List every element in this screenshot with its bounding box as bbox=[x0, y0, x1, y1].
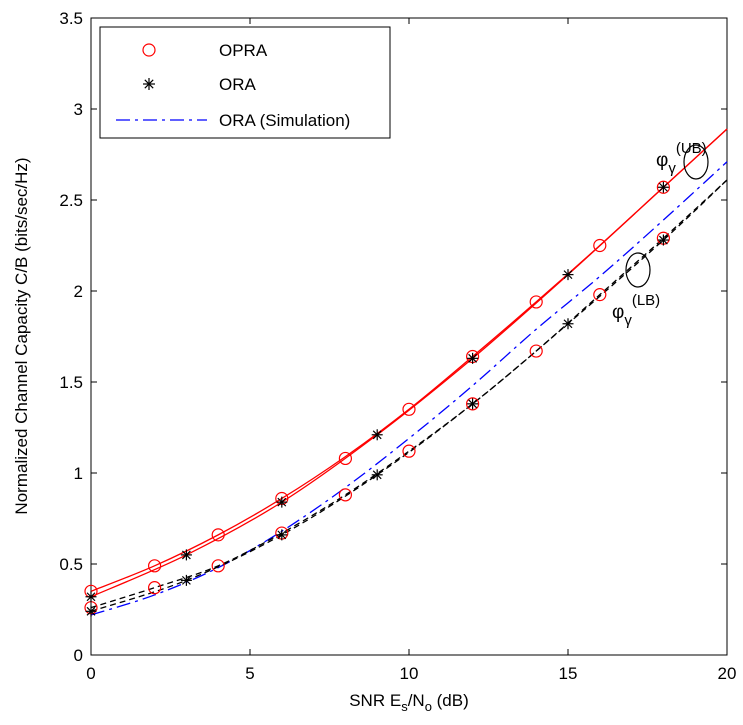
lower-bound-ellipse bbox=[625, 252, 651, 288]
ora-point bbox=[180, 549, 192, 561]
ora-point bbox=[467, 398, 479, 410]
ora-point bbox=[276, 529, 288, 541]
opra-point bbox=[529, 344, 543, 358]
series-line-1 bbox=[90, 128, 728, 598]
opra-point bbox=[148, 559, 162, 573]
opra-point bbox=[402, 444, 416, 458]
legend-ora-marker bbox=[143, 78, 155, 90]
y-tick-label: 2.5 bbox=[59, 191, 83, 210]
lower-bound-annotation: φγ(LB) bbox=[612, 252, 660, 329]
series-line-2 bbox=[90, 161, 728, 616]
y-tick-label: 3 bbox=[74, 100, 83, 119]
ora-point bbox=[180, 574, 192, 586]
series-line-3 bbox=[90, 179, 728, 609]
x-tick-label: 0 bbox=[86, 664, 95, 683]
opra-point bbox=[466, 397, 480, 411]
opra-point bbox=[211, 528, 225, 542]
markers-group bbox=[84, 180, 671, 617]
opra-point bbox=[656, 180, 671, 194]
opra-point bbox=[593, 238, 607, 253]
curves-group bbox=[90, 128, 728, 616]
y-tick-label: 1.5 bbox=[59, 373, 83, 392]
ora-point bbox=[467, 352, 479, 364]
legend-opra-marker bbox=[142, 43, 156, 57]
ora-point bbox=[657, 234, 669, 246]
ora-point bbox=[562, 269, 574, 281]
y-axis-label: Normalized Channel Capacity C/B (bits/se… bbox=[12, 157, 31, 514]
y-tick-label: 1 bbox=[74, 464, 83, 483]
legend-ora-label: ORA bbox=[219, 75, 257, 94]
ora-point bbox=[371, 429, 383, 441]
opra-point bbox=[338, 488, 352, 502]
legend-opra-label: OPRA bbox=[219, 41, 268, 60]
lower-bound-label: φγ(LB) bbox=[612, 292, 660, 329]
opra-point bbox=[148, 581, 162, 595]
ora-point bbox=[85, 605, 97, 617]
ora-point bbox=[657, 181, 669, 193]
opra-point bbox=[402, 402, 416, 416]
series-line-4 bbox=[90, 179, 728, 612]
y-tick-label: 3.5 bbox=[59, 9, 83, 28]
ora-point bbox=[85, 591, 97, 603]
opra-point bbox=[338, 451, 352, 466]
x-tick-label: 10 bbox=[400, 664, 419, 683]
y-tick-label: 0 bbox=[74, 646, 83, 665]
upper-bound-label: φγ(UB) bbox=[656, 140, 707, 177]
opra-point bbox=[593, 288, 607, 302]
axis-ticks: 0 5 10 15 20 0 0.5 1 1.5 2 2.5 3 3.5 bbox=[59, 9, 736, 683]
y-tick-label: 2 bbox=[74, 282, 83, 301]
legend-simulation-label: ORA (Simulation) bbox=[219, 111, 350, 130]
upper-bound-annotation: φγ(UB) bbox=[656, 140, 709, 180]
ora-point bbox=[371, 469, 383, 481]
ora-point bbox=[276, 496, 288, 508]
opra-point bbox=[211, 559, 225, 573]
x-axis-label: SNR Es/No (dB) bbox=[349, 691, 469, 714]
x-tick-label: 15 bbox=[559, 664, 578, 683]
legend: OPRA ORA ORA (Simulation) bbox=[99, 26, 391, 139]
opra-point bbox=[529, 295, 543, 309]
x-tick-label: 5 bbox=[245, 664, 254, 683]
upper-bound-ellipse bbox=[683, 144, 709, 180]
y-tick-label: 0.5 bbox=[59, 555, 83, 574]
x-tick-label: 20 bbox=[718, 664, 737, 683]
ora-point bbox=[562, 318, 574, 330]
